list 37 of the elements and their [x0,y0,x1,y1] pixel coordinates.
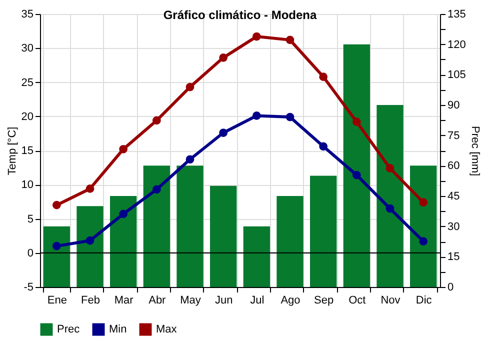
y-axis-title: Temp [°C] [6,126,18,176]
x-tick-label: Jul [250,294,264,306]
y-tick-label: 15 [21,145,34,157]
y-tick-label: -5 [24,282,34,294]
y-tick-label: 30 [21,42,34,55]
y-tick-label: 5 [27,213,34,226]
legend-label: Prec [57,324,80,336]
y-tick-label: 20 [21,110,34,123]
y2-tick-label: 105 [448,69,466,82]
legend-label: Max [156,324,178,336]
y2-tick-label: 30 [448,220,460,233]
y2-tick-label: 45 [448,190,460,202]
y2-tick-label: 0 [448,282,454,294]
x-tick-label: Oct [348,294,366,306]
legend-label: Min [109,324,127,336]
y2-tick-label: 135 [448,8,466,20]
x-tick-label: Mar [114,294,134,306]
x-tick-label: Dic [416,294,432,306]
x-tick-label: May [180,294,202,306]
y-tick-label: 10 [21,179,34,192]
y2-tick-label: 60 [448,160,460,172]
x-tick-label: Ene [47,294,67,306]
y2-tick-label: 15 [448,251,460,264]
y2-tick-label: 90 [448,100,460,112]
y-tick-label: 35 [21,8,34,20]
y2-axis-title: Prec [mm] [468,126,481,176]
y-tick-label: 0 [27,247,34,260]
y2-tick-label: 120 [448,38,466,51]
x-tick-label: Nov [380,294,401,306]
chart-title: Gráfico climático - Modena [163,8,317,22]
y-tick-label: 25 [21,76,34,89]
x-tick-label: Abr [148,294,166,306]
x-tick-label: Jun [214,294,233,306]
x-tick-label: Sep [314,294,334,306]
y2-tick-label: 75 [448,130,460,142]
x-tick-label: Ago [280,294,300,306]
x-tick-label: Feb [81,294,100,306]
